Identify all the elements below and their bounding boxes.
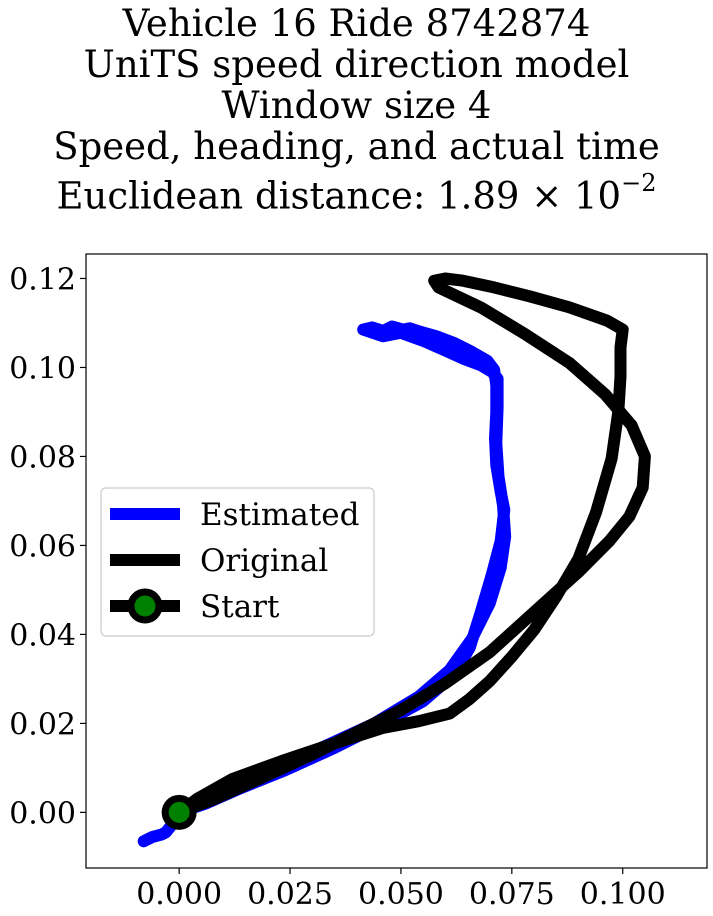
distance-label: Euclidean distance: <box>56 174 438 218</box>
title-line-1: Vehicle 16 Ride 8742874 <box>122 2 591 45</box>
y-tick-label: 0.12 <box>9 262 76 297</box>
legend: Estimated Original Start <box>100 487 375 637</box>
legend-label-estimated: Estimated <box>200 497 359 533</box>
title-line-4: Speed, heading, and actual time <box>53 125 660 168</box>
x-tick-label: 0.075 <box>469 877 555 912</box>
x-tick-label: 0.050 <box>358 877 444 912</box>
start-marker <box>161 794 197 830</box>
y-tick-label: 0.00 <box>9 796 76 831</box>
distance-times: × 10 <box>519 174 622 218</box>
legend-start-marker <box>127 588 163 624</box>
legend-label-original: Original <box>200 543 328 579</box>
y-tick-label: 0.10 <box>9 351 76 386</box>
distance-mantissa: 1.89 <box>437 174 520 218</box>
y-tick-label: 0.06 <box>9 529 76 564</box>
x-tick-label: 0.000 <box>136 877 222 912</box>
legend-label-start: Start <box>200 589 280 625</box>
series-line-original <box>173 272 651 819</box>
axes-layer: 0.000 0.025 0.050 0.075 0.100 0.00 0.02 0.04 0.0… <box>9 262 665 912</box>
y-tick-label: 0.04 <box>9 618 76 653</box>
y-tick-label: 0.02 <box>9 707 76 742</box>
x-tick-label: 0.100 <box>580 877 666 912</box>
title-line-2: UniTS speed direction model <box>83 43 630 86</box>
title-line-distance: Euclidean distance: 1.89 × 10−2 <box>0 167 713 216</box>
y-tick-label: 0.08 <box>9 440 76 475</box>
plot-area-frame <box>85 253 708 869</box>
series-layer <box>137 272 651 848</box>
distance-exponent: −2 <box>621 169 657 197</box>
x-tick-label: 0.025 <box>247 877 333 912</box>
chart-title: Vehicle 16 Ride 8742874 UniTS speed dire… <box>0 0 713 216</box>
title-line-3: Window size 4 <box>221 84 492 127</box>
legend-box <box>100 487 375 637</box>
